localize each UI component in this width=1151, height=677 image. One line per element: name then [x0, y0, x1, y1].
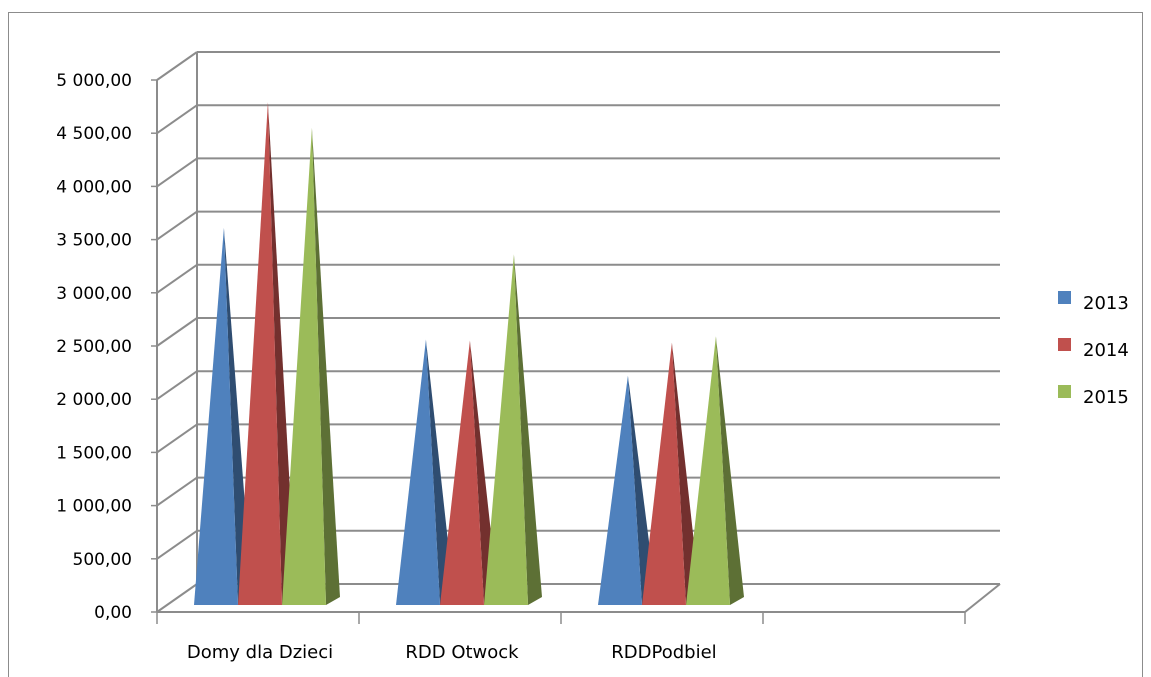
y-tick-label: 3 500,00	[56, 231, 132, 251]
legend-label: 2013	[1083, 293, 1129, 314]
y-tick-label: 3 000,00	[56, 284, 132, 304]
gridline-depth	[156, 317, 198, 347]
pyramid-bar	[440, 340, 484, 605]
legend-label: 2015	[1083, 387, 1129, 408]
y-tick-label: 2 000,00	[56, 390, 132, 410]
gridline-depth	[156, 210, 198, 241]
pyramid-bar	[686, 336, 730, 605]
pyramid-bar	[642, 342, 686, 605]
pyramid-side	[671, 342, 700, 605]
y-tick-label: 4 000,00	[56, 177, 132, 197]
legend-swatch	[1058, 291, 1071, 304]
chart-frame	[8, 12, 1143, 677]
y-tick-label: 4 500,00	[56, 124, 132, 144]
pyramid-bar	[238, 102, 282, 606]
pyramid-side	[267, 102, 296, 606]
gridline-depth	[156, 583, 198, 613]
gridline-depth	[156, 423, 198, 454]
pyramid-bar	[484, 254, 528, 605]
pyramid-side	[425, 339, 454, 605]
gridline-depth	[156, 263, 198, 294]
category-label: Domy dla Dzieci	[187, 642, 333, 663]
pyramid-bar	[396, 339, 440, 605]
gridline-depth	[156, 157, 198, 188]
y-tick-label: 0,00	[94, 603, 132, 623]
gridline-depth	[156, 529, 198, 560]
pyramid-side	[311, 127, 340, 605]
gridline-depth	[156, 51, 198, 81]
y-tick-label: 1 000,00	[56, 497, 132, 517]
y-tick-label: 2 500,00	[56, 337, 132, 357]
pyramid-bar	[282, 127, 326, 605]
y-tick-label: 500,00	[73, 550, 132, 570]
legend-swatch	[1058, 385, 1071, 398]
category-label: RDDPodbiel	[611, 642, 716, 663]
gridline-depth	[156, 104, 198, 135]
y-tick-label: 5 000,00	[56, 71, 132, 91]
category-label: RDD Otwock	[405, 642, 519, 663]
gridline-depth	[156, 370, 198, 401]
gridline-depth	[156, 476, 198, 507]
y-tick-label: 1 500,00	[56, 443, 132, 463]
legend-swatch	[1058, 338, 1071, 351]
pyramid-side	[513, 254, 542, 605]
legend-label: 2014	[1083, 340, 1129, 361]
pyramid-bar	[598, 375, 642, 605]
floor-right-edge	[964, 583, 1001, 613]
pyramid-bar	[194, 227, 238, 605]
pyramid-side	[715, 336, 744, 605]
